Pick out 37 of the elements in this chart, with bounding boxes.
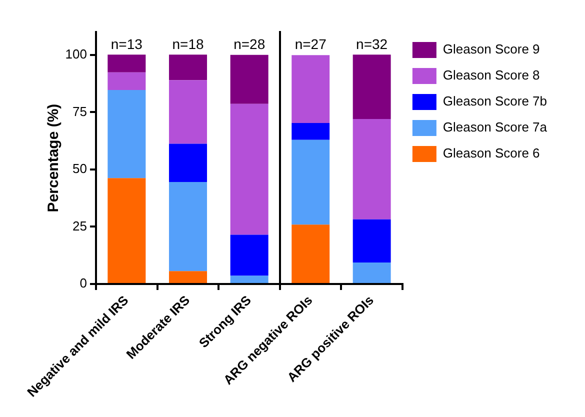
legend-label: Gleason Score 7a: [442, 120, 548, 135]
annotation: n=32: [356, 36, 388, 52]
legend-label: Gleason Score 9: [442, 42, 540, 57]
bar: [108, 90, 146, 178]
bar: [168, 144, 208, 182]
bar: [168, 182, 208, 272]
y-tick-label: 25: [72, 218, 87, 234]
legend-label: Gleason Score 8: [442, 68, 540, 83]
y-tick-label: 75: [72, 104, 87, 119]
bar: [168, 271, 208, 283]
bar: [292, 224, 330, 283]
bar: [292, 140, 330, 225]
y-tick-label: 0: [80, 276, 87, 291]
bar: [352, 54, 391, 120]
annotation: n=18: [172, 36, 204, 52]
legend-label: Gleason Score 6: [442, 146, 540, 161]
legend-label: Gleason Score 7b: [442, 94, 548, 109]
bar: [352, 219, 391, 262]
annotation: n=28: [234, 36, 266, 52]
bar: [230, 104, 268, 235]
y-tick-label: 50: [72, 161, 87, 176]
bar: [108, 54, 146, 72]
bar: [352, 262, 391, 283]
bar: [352, 119, 391, 220]
bar: [168, 54, 208, 80]
annotation: n=13: [110, 36, 143, 52]
bar: [230, 276, 268, 283]
bar: [292, 122, 330, 140]
bar: [168, 80, 208, 144]
bar: [292, 55, 330, 123]
y-tick-label: 100: [65, 46, 87, 62]
bar: [230, 234, 268, 276]
bar: [108, 178, 146, 283]
bar: [108, 72, 146, 90]
y-axis-title: Percentage (%): [45, 104, 62, 212]
annotation: n=27: [294, 36, 327, 52]
bar: [230, 54, 268, 104]
